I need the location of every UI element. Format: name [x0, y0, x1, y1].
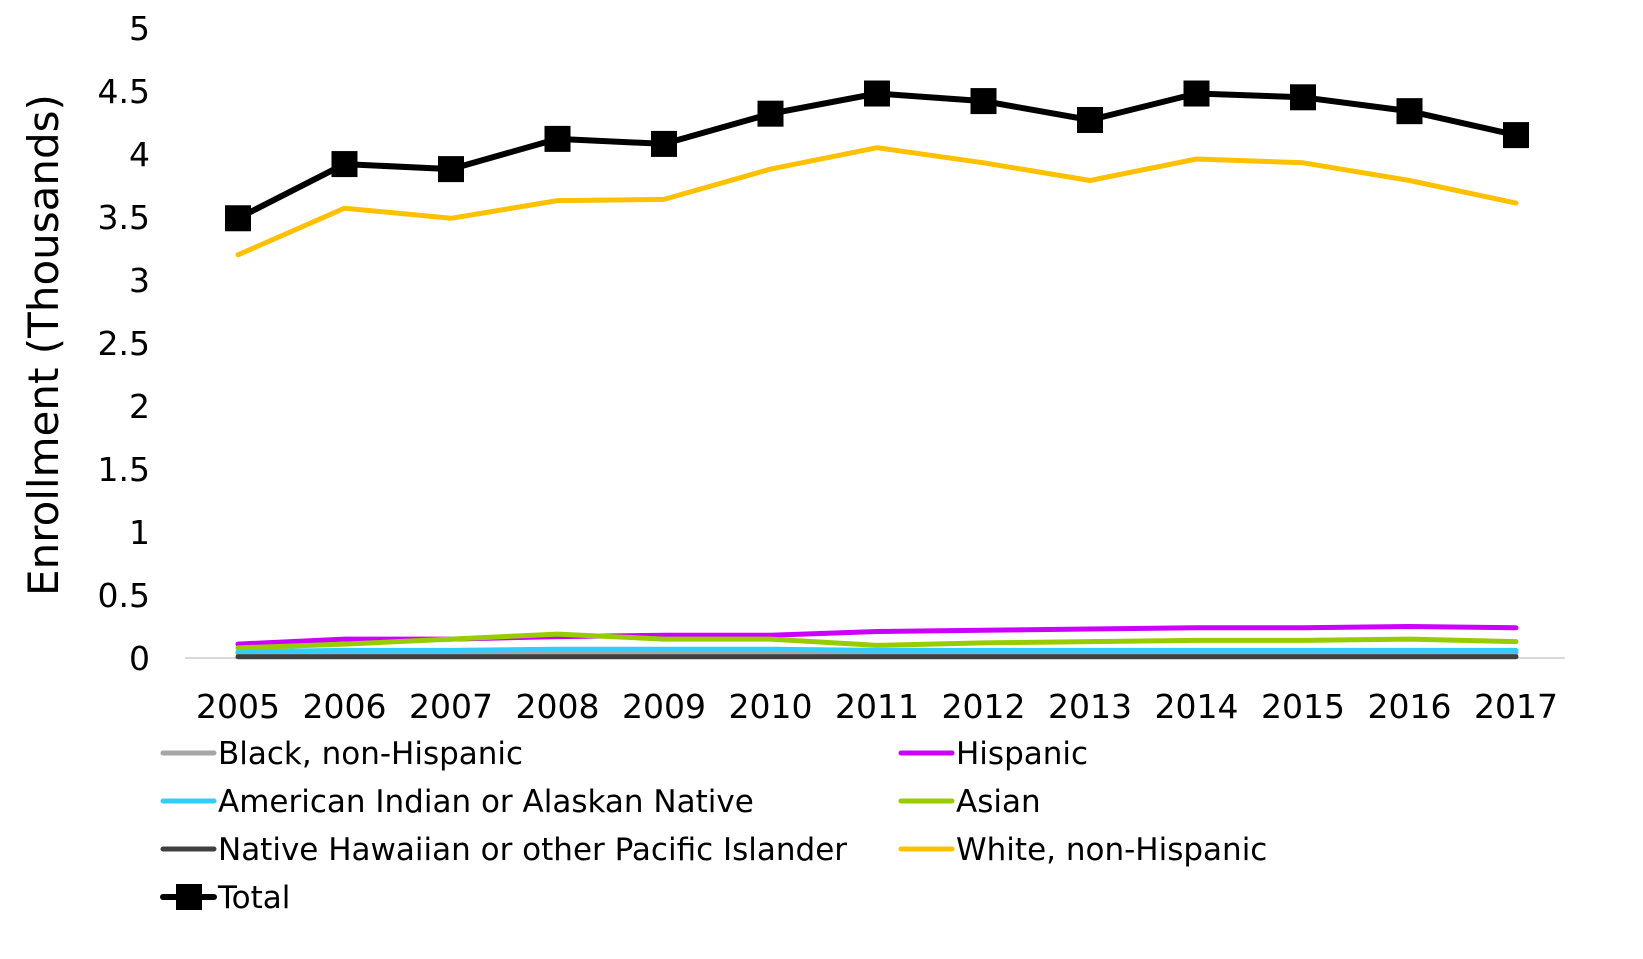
data-point-marker	[651, 130, 677, 157]
y-axis-ticks: 0 0.5 1 1.5 2 2.5 3 3.5 4 4.5 5	[98, 9, 150, 678]
x-tick-label: 2012	[942, 687, 1026, 726]
x-tick-label: 2007	[409, 687, 493, 726]
series-american-indian-or-alaskan-native	[235, 646, 1519, 655]
y-tick-label: 3.5	[98, 198, 150, 237]
series-white-non-hispanic	[235, 145, 1519, 258]
data-point-marker	[1077, 106, 1103, 133]
data-point-marker	[1183, 80, 1210, 107]
x-tick-label: 2006	[303, 687, 387, 726]
x-tick-label: 2011	[835, 687, 919, 726]
legend-label: Asian	[956, 784, 1041, 820]
legend-label: White, non-Hispanic	[956, 832, 1267, 868]
x-tick-label: 2013	[1048, 687, 1132, 726]
y-tick-label: 3	[129, 261, 150, 300]
legend-label: American Indian or Alaskan Native	[218, 784, 754, 820]
x-tick-label: 2015	[1261, 687, 1345, 726]
series-line	[235, 631, 1519, 651]
series-asian	[235, 631, 1519, 651]
y-tick-label: 2.5	[98, 324, 150, 363]
legend-item: Hispanic	[898, 736, 1088, 772]
legend: Black, non-Hispanic Hispanic American Indi…	[160, 736, 1267, 916]
data-point-marker	[864, 80, 890, 107]
legend-swatch-marker	[176, 884, 202, 910]
y-axis-title-group: Enrollment (Thousands)	[19, 94, 68, 596]
x-tick-label: 2016	[1368, 687, 1452, 726]
data-point-marker	[225, 205, 251, 232]
series-layer	[225, 80, 1529, 660]
x-tick-label: 2005	[196, 687, 280, 726]
legend-item: American Indian or Alaskan Native	[160, 784, 754, 820]
y-tick-label: 1.5	[98, 450, 150, 489]
legend-item: Total	[160, 880, 290, 916]
legend-label: Native Hawaiian or other Pacific Islande…	[218, 832, 847, 868]
y-axis-title: Enrollment (Thousands)	[19, 94, 68, 596]
y-tick-label: 2	[129, 387, 150, 426]
legend-label: Total	[217, 880, 290, 916]
y-tick-label: 4.5	[98, 72, 150, 111]
y-tick-label: 0.5	[98, 576, 150, 615]
legend-item: Native Hawaiian or other Pacific Islande…	[160, 832, 847, 868]
data-point-marker	[970, 88, 997, 115]
data-point-marker	[1503, 122, 1529, 149]
data-point-marker	[331, 151, 358, 178]
x-tick-label: 2008	[516, 687, 600, 726]
series-total	[225, 80, 1529, 232]
legend-item: Black, non-Hispanic	[160, 736, 523, 772]
legend-label: Black, non-Hispanic	[218, 736, 523, 772]
legend-item: White, non-Hispanic	[898, 832, 1267, 868]
x-tick-label: 2010	[729, 687, 813, 726]
y-tick-label: 4	[129, 135, 150, 174]
legend-label: Hispanic	[956, 736, 1088, 772]
series-line	[235, 646, 1519, 655]
series-line	[235, 90, 1519, 222]
series-line	[235, 145, 1519, 258]
y-tick-label: 1	[129, 513, 150, 552]
x-tick-label: 2009	[622, 687, 706, 726]
data-point-marker	[757, 100, 784, 127]
data-point-marker	[438, 156, 464, 183]
x-axis-ticks: 2005 2006 2007 2008 2009 2010 2011 2012 2013 2014…	[196, 687, 1558, 726]
x-tick-label: 2014	[1155, 687, 1239, 726]
data-point-marker	[544, 125, 571, 152]
x-tick-label: 2017	[1474, 687, 1558, 726]
data-point-marker	[1396, 98, 1423, 125]
y-tick-label: 5	[129, 9, 150, 48]
data-point-marker	[1290, 84, 1316, 111]
y-tick-label: 0	[129, 639, 150, 678]
legend-item: Asian	[898, 784, 1041, 820]
